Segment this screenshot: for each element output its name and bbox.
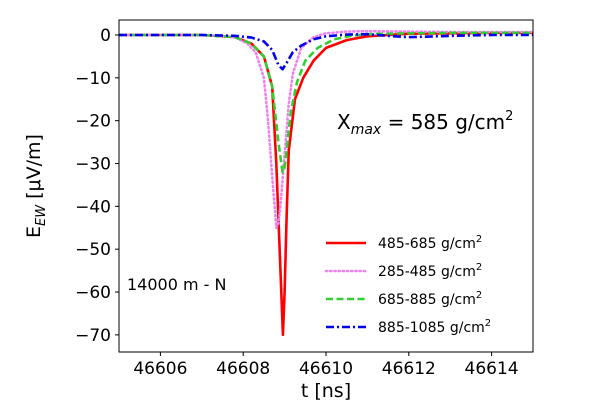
legend-label-base: 685-885 g/cm: [378, 292, 476, 308]
legend-label-sup: 2: [476, 234, 482, 245]
x-tick-label: 46614: [465, 359, 519, 379]
plot-area-frame: [118, 19, 534, 353]
legend-label-4: 885-1085 g/cm2: [378, 318, 491, 336]
y-axis-label-base: E: [23, 226, 45, 238]
legend-label-1: 485-685 g/cm2: [378, 234, 482, 252]
series-line-2: [119, 29, 533, 230]
y-axis-label: EEW [μV/m]: [23, 134, 49, 238]
tick-layer: 46606 46608 46610 46612 46614 0 −10 −20 −30 −40 −5…: [75, 26, 519, 379]
y-tick-label: −60: [75, 283, 111, 303]
station-annotation: 14000 m - N: [127, 275, 226, 294]
legend-label-sup: 2: [485, 318, 491, 329]
series-line-4: [119, 32, 533, 71]
x-tick-label: 46608: [216, 359, 270, 379]
legend-label-3: 685-885 g/cm2: [378, 290, 482, 308]
x-axis-label: t [ns]: [301, 380, 351, 402]
legend-label-sup: 2: [476, 290, 482, 301]
legend-label-base: 285-485 g/cm: [378, 264, 476, 280]
x-tick-label: 46606: [133, 359, 187, 379]
xmax-annotation: Xmax = 585 g/cm2: [337, 109, 513, 138]
y-tick-label: −70: [75, 326, 111, 346]
xmax-base: X: [337, 110, 351, 134]
xmax-rest: = 585 g/cm: [381, 110, 505, 134]
y-tick-label: −40: [75, 197, 111, 217]
xmax-sub: max: [351, 122, 382, 138]
series-layer: [119, 29, 533, 337]
y-axis-label-rest: [μV/m]: [23, 134, 45, 205]
y-tick-label: 0: [100, 26, 111, 46]
series-line-3: [119, 31, 533, 174]
y-tick-label: −50: [75, 240, 111, 260]
x-tick-label: 46612: [382, 359, 436, 379]
legend-label-2: 285-485 g/cm2: [378, 262, 482, 280]
xmax-sup: 2: [505, 109, 513, 124]
legend-label-sup: 2: [476, 262, 482, 273]
y-tick-label: −30: [75, 155, 111, 175]
x-tick-label: 46610: [299, 359, 353, 379]
legend-label-base: 885-1085 g/cm: [378, 320, 485, 336]
legend-label-base: 485-685 g/cm: [378, 236, 476, 252]
y-tick-label: −20: [75, 112, 111, 132]
y-axis-label-sub: EW: [34, 204, 49, 226]
y-tick-label: −10: [75, 69, 111, 89]
